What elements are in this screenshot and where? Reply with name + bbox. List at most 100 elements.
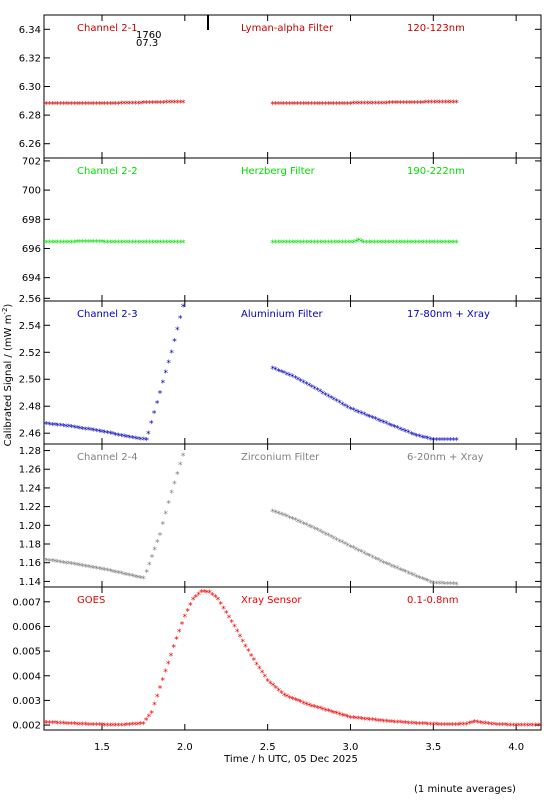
data-point: * [434,721,439,731]
data-point: * [276,239,281,249]
panel-filter-label: Aluminium Filter [241,309,324,320]
data-point: * [400,239,405,249]
data-point: * [409,571,414,581]
data-point: * [470,719,475,729]
data-point: * [91,239,96,249]
data-point: * [243,643,248,653]
data-point: * [139,239,144,249]
x-tick-label: 2.0 [177,742,193,753]
data-point: * [227,614,232,624]
data-point: * [75,100,80,110]
data-point: * [69,561,74,571]
data-point: * [105,722,110,732]
data-point: * [133,435,138,445]
data-point: * [69,424,74,434]
data-point: * [438,239,443,249]
data-point: * [138,721,143,731]
data-point: * [89,564,94,574]
data-point: * [260,669,265,679]
data-point: * [321,239,326,249]
data-point: * [359,410,364,420]
data-point: * [415,573,420,583]
data-point: * [178,314,183,324]
data-point: * [346,239,351,249]
data-point: * [169,349,174,359]
data-point: * [102,100,107,110]
data-point: * [337,711,342,721]
y-tick-label: 1.24 [19,483,41,494]
data-point: * [213,594,218,604]
data-point: * [89,100,94,110]
data-point: * [111,239,116,249]
data-point: * [421,99,426,109]
panel-frame [43,14,542,159]
data-point: * [376,417,381,427]
data-point: * [47,557,52,567]
data-point: * [310,703,315,713]
data-point: * [144,100,149,110]
data-point: * [50,720,55,730]
data-point: * [304,239,309,249]
data-point: * [166,660,171,670]
data-point: * [136,721,141,731]
data-point: * [67,239,72,249]
data-point: * [340,712,345,722]
data-point: * [293,239,298,249]
data-point: * [45,557,50,567]
data-point: * [185,607,190,617]
data-point: * [102,239,107,249]
data-point: * [86,100,91,110]
data-point: * [373,717,378,727]
data-point: * [130,573,135,583]
data-point: * [58,422,63,432]
x-tick-label: 3.5 [425,742,441,753]
data-point: * [407,99,412,109]
data-point: * [86,564,91,574]
data-point: * [370,415,375,425]
data-point: * [133,100,138,110]
panel-band-label: 120-123nm [407,23,465,34]
data-point: * [381,419,386,429]
data-point: * [464,721,469,731]
data-point: * [290,695,295,705]
data-point: * [125,722,130,732]
y-tick-label: 0.003 [12,696,41,707]
data-point: * [371,100,376,110]
data-point: * [323,391,328,401]
panels-layer: 6.26 6.28 6.30 6.32 6.34 Channel 2-1 Lyman-alp… [12,14,542,753]
data-point: * [91,100,96,110]
data-point: * [100,566,105,576]
data-point: * [393,100,398,110]
data-point: * [340,539,345,549]
data-point: * [252,657,257,667]
data-point: * [345,713,350,723]
data-point: * [230,619,235,629]
data-point: * [80,100,85,110]
data-point: * [108,100,113,110]
y-tick-label: 6.26 [19,139,41,150]
data-point: * [284,239,289,249]
panel-1: 6.26 6.28 6.30 6.32 6.34 Channel 2-1 Lyman-alp… [19,14,542,159]
data-point: * [420,434,425,444]
data-point: * [489,721,494,731]
data-point: * [271,682,276,692]
data-point: * [97,239,102,249]
data-point: * [78,239,83,249]
data-point: * [298,239,303,249]
data-point: * [270,100,275,110]
data-point: * [114,239,119,249]
data-point: * [105,100,110,110]
data-point: * [114,569,119,579]
data-point: * [340,239,345,249]
data-point: * [296,376,301,386]
data-point: * [417,433,422,443]
data-point: * [323,707,328,717]
data-point: * [199,589,204,599]
data-point: * [304,701,309,711]
data-point: * [382,100,387,110]
data-point: * [417,721,422,731]
data-point: * [357,547,362,557]
data-point: * [80,425,85,435]
panel-channel-label: Channel 2-1 [77,23,138,34]
data-point: * [395,425,400,435]
